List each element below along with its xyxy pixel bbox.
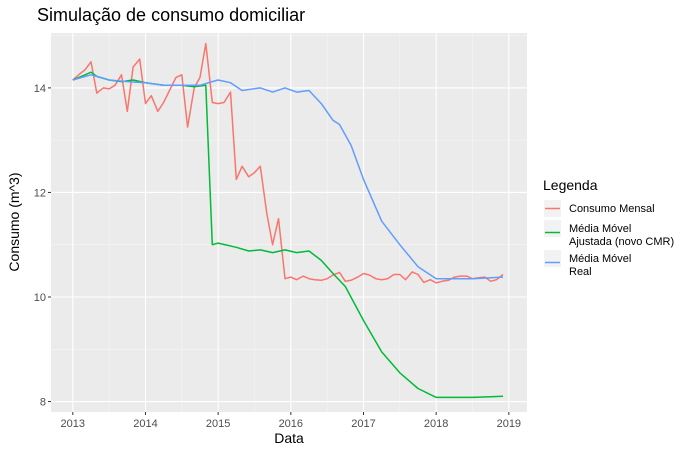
legend-label-1: Ajustada (novo CMR) xyxy=(569,236,674,248)
grid-minor xyxy=(51,33,527,412)
x-tick-labels: 2013 2014 2015 2016 2017 2018 2019 xyxy=(61,418,522,430)
legend-label-2: Média Móvel xyxy=(569,253,631,265)
y-axis-title: Consumo (m^3) xyxy=(6,172,22,271)
legend-label-0: Consumo Mensal xyxy=(569,203,655,215)
series-line-2 xyxy=(72,74,504,280)
y-tick-labels: 8 10 12 14 xyxy=(34,83,46,409)
series-layer xyxy=(72,42,504,399)
x-tick-label: 2013 xyxy=(61,418,85,430)
legend-label-1: Média Móvel xyxy=(569,223,631,235)
series-line-0 xyxy=(72,42,504,284)
x-tick-label: 2015 xyxy=(206,418,230,430)
x-tick-label: 2018 xyxy=(424,418,448,430)
y-tick-label: 8 xyxy=(40,397,46,409)
legend-key-bg-2 xyxy=(544,250,561,267)
legend-title: Legenda xyxy=(543,177,598,193)
y-tick-label: 10 xyxy=(34,292,46,304)
y-tick-label: 14 xyxy=(34,83,46,95)
x-tick-label: 2016 xyxy=(279,418,303,430)
axis-ticks xyxy=(48,87,510,415)
legend-key-bg-1 xyxy=(544,220,561,237)
chart-title: Simulação de consumo domiciliar xyxy=(37,5,305,25)
x-tick-label: 2019 xyxy=(497,418,521,430)
x-axis-title: Data xyxy=(274,430,304,446)
legend-label-2: Real xyxy=(569,266,592,278)
plot-panel xyxy=(51,33,527,412)
x-tick-label: 2014 xyxy=(133,418,157,430)
x-tick-label: 2017 xyxy=(351,418,375,430)
y-tick-label: 12 xyxy=(34,187,46,199)
